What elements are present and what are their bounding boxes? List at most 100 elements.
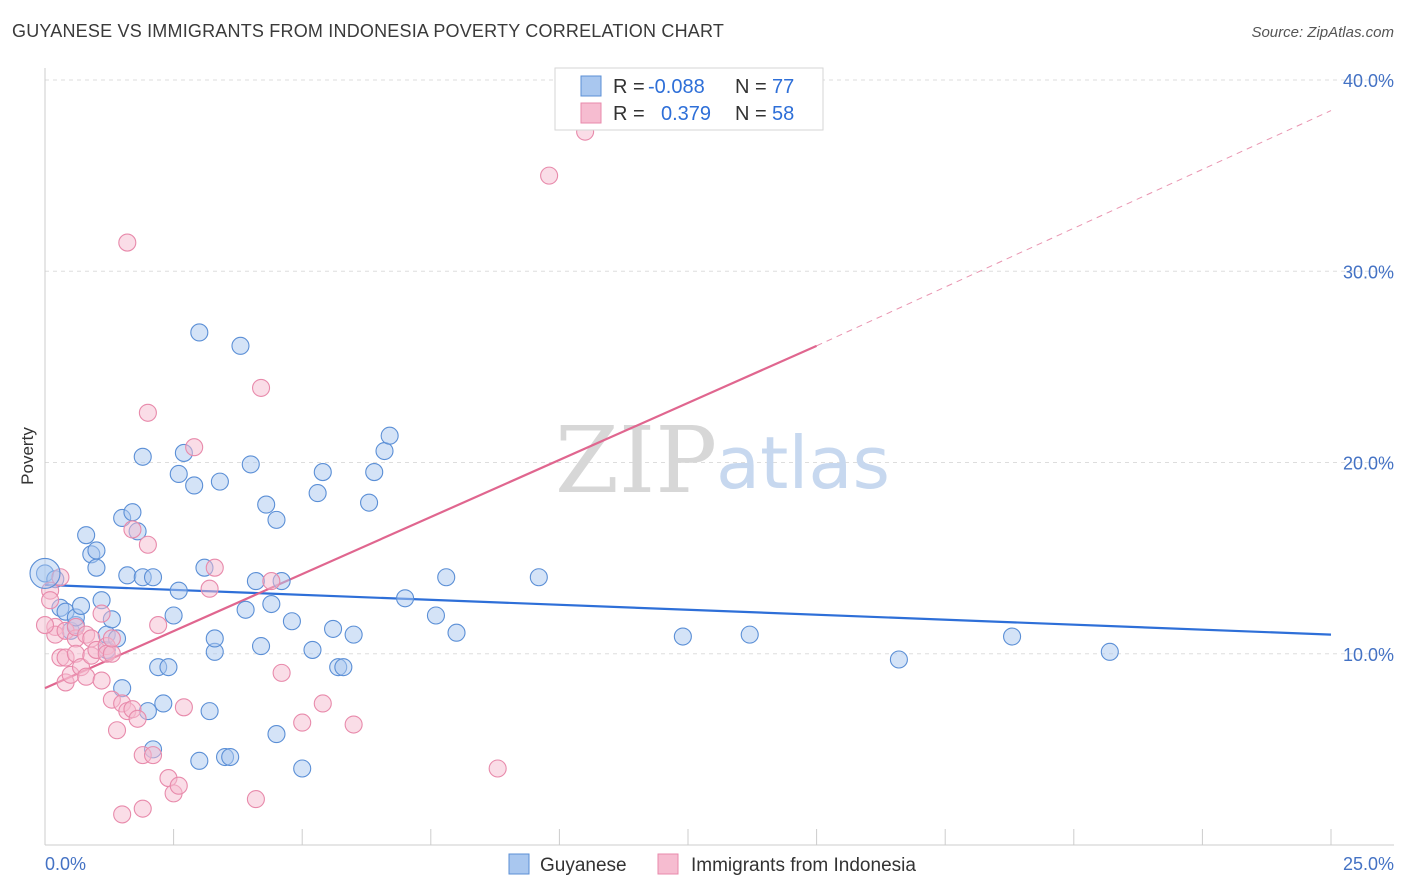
point-guyanese — [293, 759, 312, 778]
point-guyanese — [154, 694, 173, 713]
point-indonesia — [128, 709, 147, 728]
point-guyanese — [190, 323, 209, 342]
trend-lines — [44, 110, 1332, 690]
point-indonesia — [77, 667, 96, 686]
point-guyanese — [210, 472, 229, 491]
point-indonesia — [205, 558, 224, 577]
point-guyanese — [123, 503, 142, 522]
point-indonesia — [138, 535, 157, 554]
point-guyanese — [740, 625, 759, 644]
point-indonesia — [102, 629, 121, 648]
point-indonesia — [185, 438, 204, 457]
point-guyanese — [159, 658, 178, 677]
point-guyanese — [262, 594, 281, 614]
point-indonesia — [113, 805, 132, 824]
y-tick-label: 40.0% — [1343, 71, 1394, 91]
y-tick-label: 30.0% — [1343, 262, 1394, 282]
bottom-legend: Guyanese Immigrants from Indonesia — [508, 853, 916, 876]
point-indonesia — [143, 746, 163, 765]
point-guyanese — [143, 568, 163, 587]
y-tick-label: 20.0% — [1343, 454, 1394, 474]
point-guyanese — [190, 751, 209, 770]
x-tick-labels: 0.0% 25.0% — [45, 854, 1394, 874]
point-guyanese — [426, 606, 445, 625]
point-guyanese — [365, 463, 384, 482]
point-guyanese — [118, 566, 137, 585]
watermark: ZIP atlas — [555, 407, 890, 514]
bottom-legend-indonesia: Immigrants from Indonesia — [691, 855, 916, 876]
legend-n-label-1: N = — [735, 76, 767, 98]
x-tick-label: 0.0% — [45, 854, 86, 874]
point-indonesia — [262, 572, 281, 591]
point-indonesia — [41, 591, 60, 610]
point-indonesia — [251, 378, 271, 397]
point-guyanese — [375, 441, 394, 461]
point-guyanese — [169, 581, 188, 600]
point-guyanese — [308, 484, 327, 503]
legend-n-value-2: 58 — [772, 103, 794, 125]
point-indonesia — [293, 713, 312, 732]
legend-r-label-2: R = — [613, 103, 645, 125]
point-guyanese — [236, 600, 255, 619]
point-guyanese — [334, 658, 353, 677]
point-indonesia — [92, 671, 111, 690]
trend-line-indonesia — [44, 344, 818, 690]
point-guyanese — [200, 702, 219, 721]
point-indonesia — [488, 759, 507, 778]
point-guyanese — [396, 589, 415, 608]
legend-swatch-indonesia — [580, 102, 602, 124]
point-guyanese — [87, 541, 106, 560]
point-guyanese — [169, 464, 188, 484]
trend-line-indonesia-extension — [816, 110, 1332, 347]
point-guyanese — [77, 526, 96, 545]
point-indonesia — [174, 698, 193, 717]
point-guyanese — [313, 463, 332, 482]
point-indonesia — [92, 604, 111, 623]
point-indonesia — [149, 616, 168, 635]
watermark-atlas: atlas — [716, 421, 890, 505]
point-guyanese — [673, 627, 692, 646]
y-tick-labels: 10.0% 20.0% 30.0% 40.0% — [1343, 71, 1394, 665]
y-axis-label: Poverty — [18, 427, 37, 485]
point-guyanese — [87, 558, 106, 577]
legend-r-value-2: 0.379 — [661, 103, 711, 125]
top-legend: R = -0.088 N = 77 R = 0.379 N = 58 — [554, 67, 824, 131]
bottom-legend-swatch-guyanese — [508, 853, 530, 875]
point-indonesia — [102, 644, 121, 663]
legend-swatch-guyanese — [580, 75, 602, 97]
chart-title: GUYANESE VS IMMIGRANTS FROM INDONESIA PO… — [12, 21, 725, 41]
point-guyanese — [303, 640, 322, 659]
point-guyanese — [437, 568, 456, 587]
point-indonesia — [35, 616, 55, 635]
point-indonesia — [200, 579, 219, 598]
point-guyanese — [71, 596, 91, 615]
point-guyanese — [246, 572, 265, 591]
point-guyanese — [133, 447, 152, 466]
point-indonesia — [313, 694, 332, 713]
y-tick-label: 10.0% — [1343, 645, 1394, 665]
point-indonesia — [169, 776, 188, 795]
point-guyanese — [380, 426, 399, 445]
point-guyanese — [205, 629, 224, 648]
bottom-legend-swatch-indonesia — [657, 853, 679, 875]
point-guyanese — [324, 619, 343, 638]
point-guyanese — [257, 495, 276, 514]
axes — [44, 68, 1394, 846]
point-guyanese — [447, 623, 466, 642]
point-indonesia — [246, 790, 265, 809]
legend-r-value-1: -0.088 — [648, 76, 705, 98]
point-guyanese — [267, 510, 286, 529]
point-guyanese — [231, 336, 250, 355]
point-guyanese — [164, 606, 183, 625]
point-guyanese — [267, 725, 286, 744]
point-indonesia — [540, 166, 559, 185]
legend-n-value-1: 77 — [772, 76, 794, 98]
point-guyanese — [1003, 627, 1022, 646]
point-guyanese — [889, 650, 908, 669]
point-indonesia — [133, 799, 152, 818]
point-guyanese — [241, 455, 260, 474]
point-guyanese — [360, 493, 379, 512]
point-guyanese — [221, 747, 240, 767]
point-guyanese — [344, 625, 363, 644]
point-indonesia — [123, 520, 142, 539]
